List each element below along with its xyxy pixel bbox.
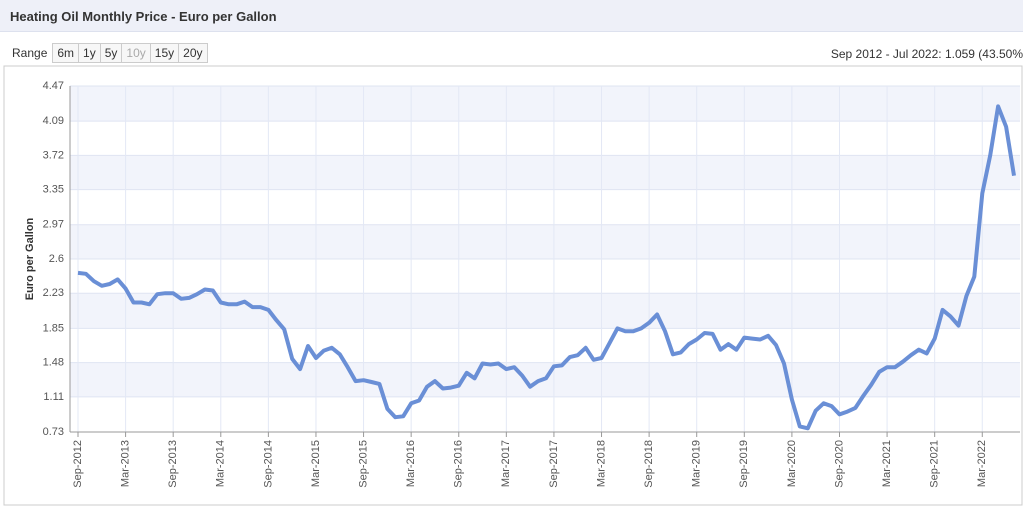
y-tick-label: 1.11: [43, 391, 64, 403]
x-tick-label: Sep-2017: [548, 440, 560, 488]
x-tick-label: Sep-2019: [738, 440, 750, 488]
x-tick-label: Mar-2016: [405, 440, 417, 487]
grid-band: [70, 293, 1020, 329]
range-label: Range: [12, 46, 48, 60]
y-tick-label: 2.23: [43, 287, 64, 299]
x-tick-label: Mar-2021: [881, 440, 893, 487]
y-tick-label: 1.48: [43, 357, 64, 369]
range-summary: Sep 2012 - Jul 2022: 1.059 (43.50%: [830, 47, 1023, 61]
y-tick-label: 4.47: [43, 80, 64, 92]
range-controls: Range 6m 1y 5y 10y 15y 20y: [12, 43, 208, 63]
y-tick-label: 0.73: [43, 426, 64, 438]
y-tick-label: 2.6: [49, 253, 64, 265]
range-button[interactable]: 6m: [52, 43, 80, 63]
x-tick-label: Mar-2013: [119, 440, 131, 487]
range-button[interactable]: 20y: [178, 43, 208, 63]
header-bar: Heating Oil Monthly Price - Euro per Gal…: [0, 0, 1023, 32]
x-tick-label: Sep-2020: [833, 440, 845, 488]
x-tick-label: Mar-2014: [215, 440, 227, 487]
x-tick-label: Sep-2018: [643, 440, 655, 488]
x-tick-label: Mar-2015: [310, 440, 322, 487]
x-tick-label: Mar-2022: [976, 440, 988, 487]
x-tick-label: Sep-2012: [72, 440, 84, 488]
price-line: [77, 104, 1016, 431]
range-button[interactable]: 15y: [149, 43, 180, 63]
x-tick-label: Mar-2020: [786, 440, 798, 487]
x-tick-label: Sep-2014: [262, 440, 274, 488]
chart-frame: [3, 65, 1023, 506]
x-tick-label: Sep-2015: [357, 440, 369, 488]
grid-band: [70, 224, 1020, 259]
x-tick-label: Mar-2017: [500, 440, 512, 487]
y-axis-title: Euro per Gallon: [24, 217, 36, 300]
grid-band: [70, 86, 1020, 122]
x-tick-label: Mar-2019: [691, 440, 703, 487]
grid-band: [70, 155, 1020, 190]
y-tick-label: 3.72: [43, 149, 64, 161]
y-tick-label: 3.35: [43, 184, 64, 196]
x-tick-label: Sep-2013: [167, 440, 179, 488]
y-tick-label: 2.97: [43, 219, 64, 231]
chart-title: Heating Oil Monthly Price - Euro per Gal…: [10, 9, 277, 24]
x-tick-label: Sep-2021: [929, 440, 941, 488]
y-tick-label: 4.09: [43, 115, 64, 127]
x-tick-label: Sep-2016: [453, 440, 465, 488]
x-tick-label: Mar-2018: [595, 440, 607, 487]
y-tick-label: 1.85: [43, 322, 64, 334]
